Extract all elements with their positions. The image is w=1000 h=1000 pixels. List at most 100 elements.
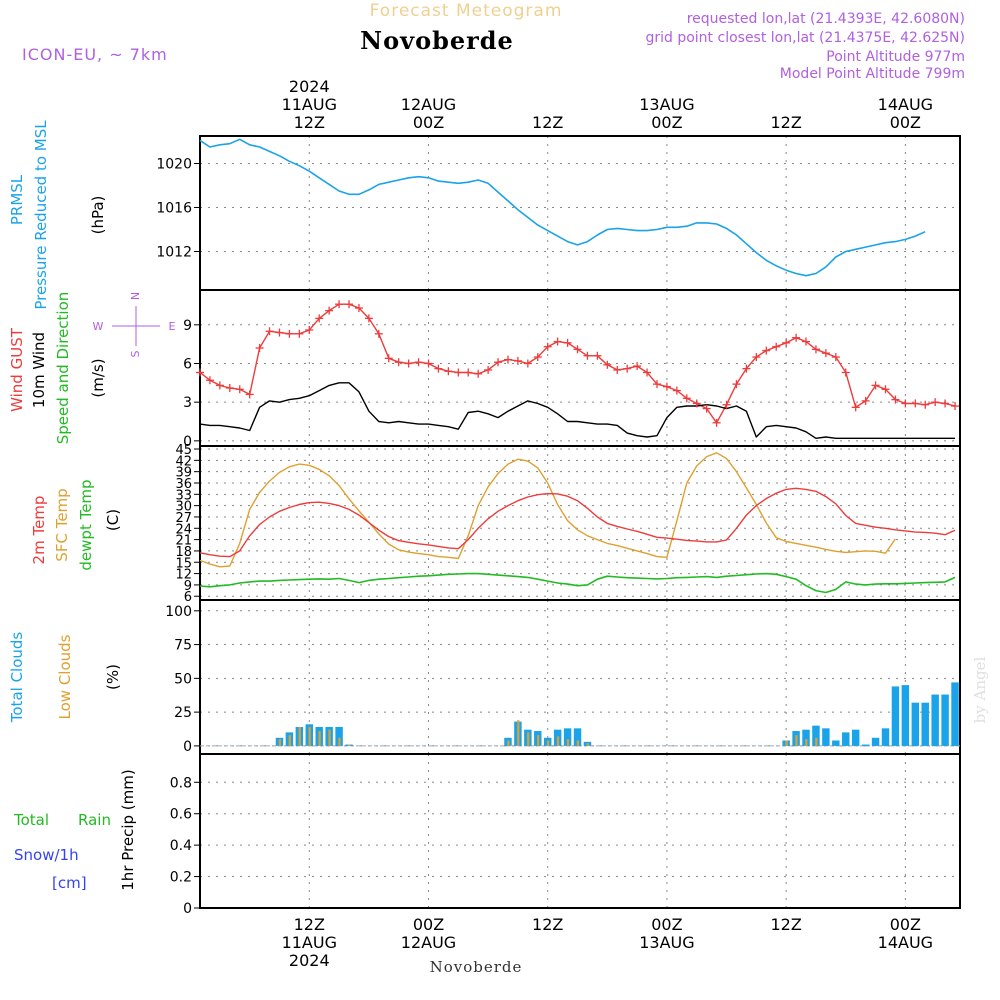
top-year-label: 2024 <box>289 77 330 96</box>
y-tick-label: 42 <box>175 454 192 469</box>
pressure-line <box>199 138 926 277</box>
y-tick-label: 30 <box>175 500 192 515</box>
gust-marker <box>513 356 522 365</box>
gust-marker <box>662 382 671 391</box>
low-cloud-bar <box>556 736 560 746</box>
gust-marker <box>821 349 830 358</box>
bottom-time-label: 2024 <box>289 951 330 970</box>
gust-marker <box>196 368 204 377</box>
gust-marker <box>871 381 880 390</box>
gust-marker <box>682 394 691 403</box>
model-label: ICON-EU, ~ 7km <box>22 45 168 64</box>
grid-point-coords: grid point closest lon,lat (21.4375E, 42… <box>645 30 965 46</box>
y-tick-label: 0.2 <box>170 870 192 886</box>
gust-marker <box>523 359 532 368</box>
gust-marker <box>255 344 264 353</box>
panel-precip: 0 0.2 0.4 0.6 0.8 <box>170 753 961 917</box>
y-tick-label: 45 <box>175 443 192 458</box>
low-cloud-bar <box>586 743 589 746</box>
total-cloud-bar <box>335 726 343 746</box>
y-tick-label: 1012 <box>156 245 192 261</box>
low-cloud-bar <box>795 735 798 746</box>
gust-marker <box>464 368 473 377</box>
gust-marker <box>652 380 661 389</box>
top-time-label: 00Z <box>890 113 921 132</box>
panels-layer: 1012101610200369691215182124273033363942… <box>156 135 961 917</box>
watermark: by Angel <box>971 656 989 723</box>
y-tick-label: 15 <box>175 556 192 571</box>
gust-marker <box>494 358 503 367</box>
total-cloud-bar <box>901 685 910 746</box>
y-tick-label: 39 <box>175 466 192 481</box>
panel-clouds: 0 25 50 75 100 <box>165 599 961 755</box>
total-cloud-bar <box>931 694 939 746</box>
gust-marker <box>394 358 403 367</box>
low-cloud-bar <box>546 740 550 746</box>
total-cloud-bar <box>951 682 959 746</box>
low-cloud-bar <box>278 739 281 746</box>
gust-marker <box>245 390 254 399</box>
gust-marker <box>623 364 632 373</box>
y-tick-label: 3 <box>183 395 192 411</box>
gust-marker <box>285 329 294 338</box>
dewpt-label: dewpt Temp <box>77 479 95 570</box>
low-cloud-bar <box>517 720 520 746</box>
point-altitude: Point Altitude 977m <box>826 49 965 65</box>
gust-marker <box>335 300 344 309</box>
gust-marker <box>702 404 711 413</box>
precip-labels: Total Rain Snow/1h [cm] 1hr Precip (mm) <box>13 769 137 892</box>
y-tick-label: 75 <box>174 638 192 654</box>
low-cloud-bar <box>576 740 580 746</box>
wind-line <box>199 382 955 439</box>
bottom-time-label: 12Z <box>532 915 563 934</box>
gust-marker <box>772 342 781 351</box>
gust-marker <box>374 329 383 338</box>
gust-marker <box>325 306 334 315</box>
y-tick-label: 6 <box>184 590 192 605</box>
gust-marker <box>951 402 960 411</box>
gust-marker <box>603 360 612 369</box>
low-cloud-bar <box>348 744 351 746</box>
gust-marker <box>941 399 950 408</box>
total-cloud-bar <box>871 737 880 746</box>
gust-marker <box>593 351 602 360</box>
hpa-unit: (hPa) <box>89 196 107 235</box>
bottom-time-label: 00Z <box>651 915 682 934</box>
svg-text:N: N <box>129 292 142 300</box>
gust-marker <box>434 364 443 373</box>
low-cloud-bar <box>805 739 808 746</box>
y-tick-label: 100 <box>165 604 192 620</box>
y-tick-label: 9 <box>184 579 192 594</box>
bottom-time-label: 00Z <box>413 915 444 934</box>
svg-text:W: W <box>93 320 104 333</box>
chart-title: Forecast Meteogram <box>370 1 563 21</box>
gust-marker <box>305 325 314 334</box>
low-cloud-bar <box>288 735 291 746</box>
low-cloud-bar <box>328 729 331 746</box>
top-time-label: 12AUG <box>401 95 456 114</box>
gust-marker <box>533 353 542 362</box>
low-cloud-bar <box>507 740 510 746</box>
y-tick-label: 9 <box>183 318 192 334</box>
gust-marker <box>414 358 423 367</box>
panel-pressure: 1012 1016 1020 <box>156 135 961 291</box>
gust-marker <box>205 376 214 385</box>
gust-marker <box>692 399 701 408</box>
y-tick-label: 0.6 <box>170 807 192 823</box>
low-cloud-bar <box>308 726 311 746</box>
low-cloud-bar <box>815 737 818 746</box>
gust-marker <box>742 364 751 373</box>
gust-marker <box>354 304 363 313</box>
gust-marker <box>861 396 870 405</box>
cloud-labels: Total Clouds Low Clouds (%) <box>8 632 122 724</box>
gust-marker <box>613 365 622 374</box>
precip-unit: 1hr Precip (mm) <box>119 769 137 890</box>
bottom-time-label: 00Z <box>890 915 921 934</box>
bottom-time-label: 11AUG <box>282 933 337 952</box>
dewpt-line <box>199 572 956 594</box>
low-cloud-bar <box>338 737 341 746</box>
gust-marker <box>851 403 860 412</box>
y-tick-label: 1020 <box>156 157 192 173</box>
gust-marker <box>811 345 820 354</box>
